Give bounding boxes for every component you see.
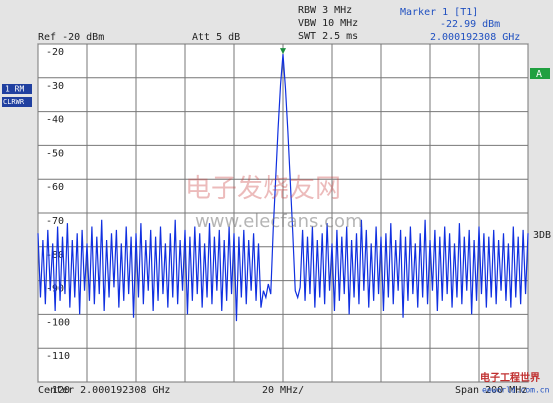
annotation: Ref -20 dBm xyxy=(38,32,104,43)
annotation: -22.99 dBm xyxy=(440,19,500,30)
y-tick-label: -100 xyxy=(46,317,70,328)
y-tick-label: -110 xyxy=(46,351,70,362)
annotation: RBW 3 MHz xyxy=(298,5,352,16)
y-tick-label: -90 xyxy=(46,284,64,295)
annotation: Marker 1 [T1] xyxy=(400,7,478,18)
legend-label: 1 RM xyxy=(5,85,24,94)
annotation: VBW 10 MHz xyxy=(298,18,358,29)
y-tick-label: -70 xyxy=(46,216,64,227)
watermark: 电子工程世界 xyxy=(480,371,540,384)
watermark: www.elecfans.com xyxy=(195,211,363,232)
annotation: Att 5 dB xyxy=(192,32,240,43)
y-tick-label: -30 xyxy=(46,81,64,92)
trace-mode-box xyxy=(2,97,32,107)
annotation: Span 200 MHz xyxy=(455,385,527,396)
trace-box xyxy=(2,84,32,94)
y-tick-label: -60 xyxy=(46,182,64,193)
y-tick-label: -50 xyxy=(46,148,64,159)
annotation: CLRWR xyxy=(3,98,25,106)
indicator-box xyxy=(530,68,550,79)
annotation: 2.000192308 GHz xyxy=(430,32,520,43)
marker xyxy=(280,48,286,55)
watermark: 电子发烧友网 xyxy=(185,174,341,204)
annotation: 20 MHz/ xyxy=(262,385,304,396)
y-tick-label: -40 xyxy=(46,115,64,126)
y-tick-label: -80 xyxy=(46,250,64,261)
y-tick-label: -120 xyxy=(46,385,70,396)
annotation: 3DB xyxy=(533,230,551,241)
watermark: eeworld.com.cn xyxy=(482,386,550,395)
annotation: Center 2.000192308 GHz xyxy=(38,385,170,396)
annotation: A xyxy=(536,69,542,80)
y-tick-label: -20 xyxy=(46,47,64,58)
annotation: SWT 2.5 ms xyxy=(298,31,358,42)
